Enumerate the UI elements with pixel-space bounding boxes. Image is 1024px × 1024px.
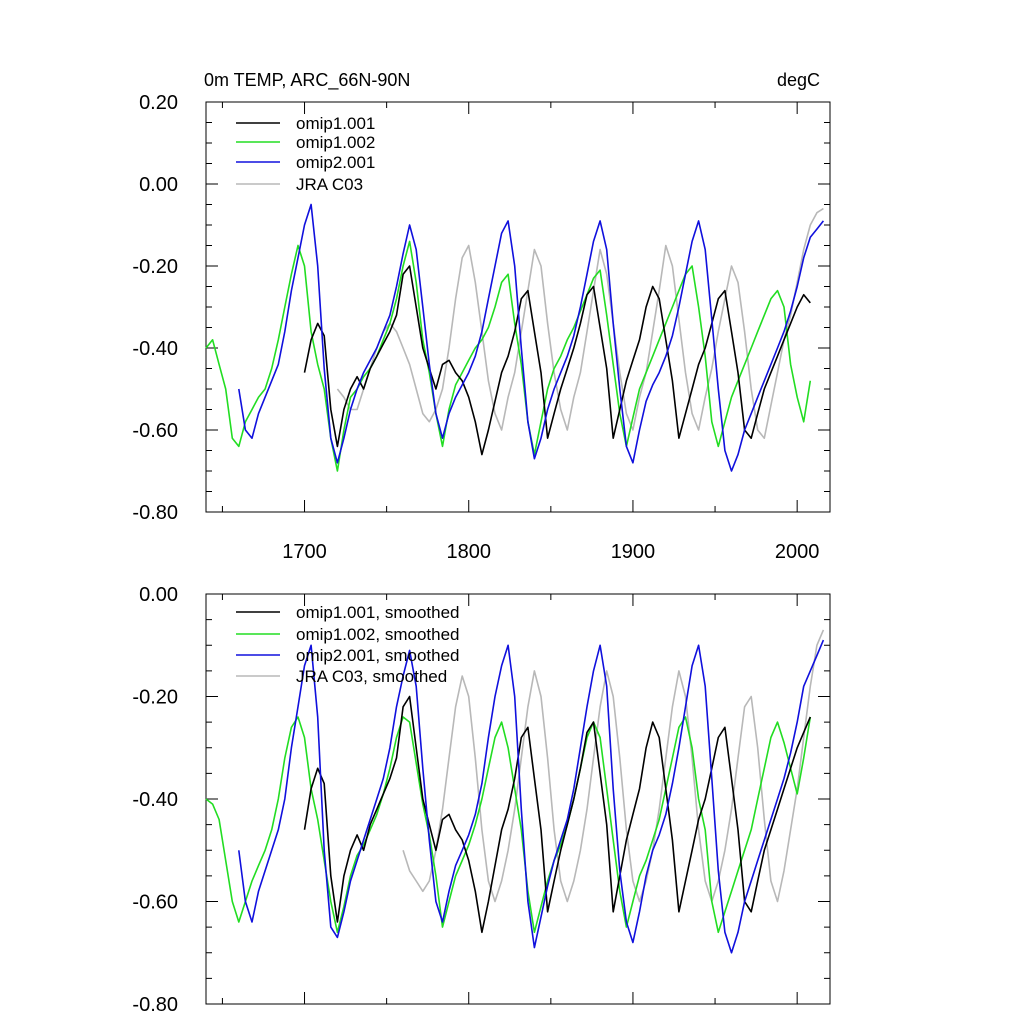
series-line-omip1-001-smoothed xyxy=(303,695,812,934)
series-line-jra-c03 xyxy=(336,207,824,440)
x-tick-label: 1900 xyxy=(611,541,656,563)
y-tick-label: -0.60 xyxy=(132,892,178,914)
y-tick-label: -0.80 xyxy=(132,994,178,1016)
chart-panel-1: 0.20 0.00 -0.20 -0.40 -0.60 -0.80 1700 1800 1900… xyxy=(132,70,831,563)
series-line-omip1-002 xyxy=(205,240,812,472)
legend-label: JRA C03, smoothed xyxy=(296,667,447,686)
legend-label: omip1.001, smoothed xyxy=(296,603,460,622)
x-tick-label: 1800 xyxy=(446,541,491,563)
legend-label: JRA C03 xyxy=(296,175,363,194)
x-tick-label: 2000 xyxy=(775,541,820,563)
legend-label: omip1.002, smoothed xyxy=(296,625,460,644)
y-tick-label: -0.40 xyxy=(132,789,178,811)
legend-label: omip1.001 xyxy=(296,114,375,133)
series-line-jra-c03-smoothed xyxy=(402,629,825,903)
series-line-omip2-001 xyxy=(238,203,825,472)
y-tick-label: -0.80 xyxy=(132,502,178,524)
x-tick-label: 1700 xyxy=(282,541,327,563)
legend-label: omip2.001, smoothed xyxy=(296,646,460,665)
series-line-omip2-001-smoothed xyxy=(238,639,825,954)
chart-title: 0m TEMP, ARC_66N-90N xyxy=(204,70,410,91)
y-tick-label: -0.40 xyxy=(132,338,178,360)
chart-panel-2: 0.00 -0.20 -0.40 -0.60 -0.80 omip1.001, smoot… xyxy=(132,584,831,1016)
y-tick-label: 0.20 xyxy=(139,92,178,114)
legend-label: omip2.001 xyxy=(296,153,375,172)
y-tick-label: 0.00 xyxy=(139,584,178,606)
legend-label: omip1.002 xyxy=(296,133,375,152)
series-line-omip1-001 xyxy=(303,265,811,456)
y-tick-label: -0.60 xyxy=(132,420,178,442)
y-tick-label: 0.00 xyxy=(139,174,178,196)
y-tick-label: -0.20 xyxy=(132,687,178,709)
units-label: degC xyxy=(777,70,820,90)
series-line-omip1-002-smoothed xyxy=(205,716,812,934)
y-tick-label: -0.20 xyxy=(132,256,178,278)
